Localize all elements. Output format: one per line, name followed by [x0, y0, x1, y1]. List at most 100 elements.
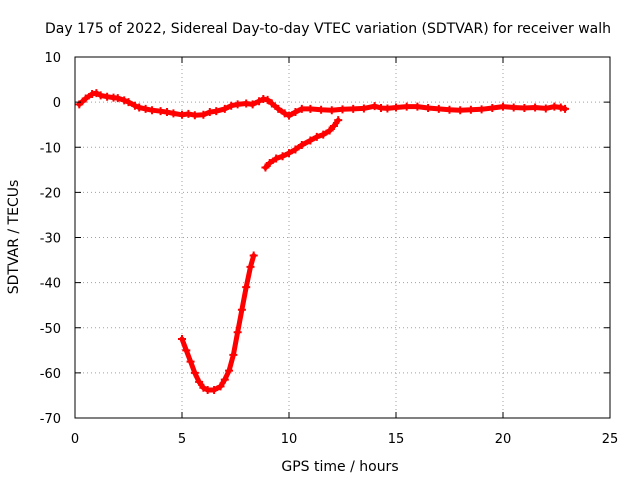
- data-point: [477, 105, 486, 114]
- x-tick-label: 15: [388, 432, 405, 447]
- data-point: [233, 328, 242, 337]
- y-tick-label: -50: [40, 322, 61, 337]
- data-point: [182, 346, 191, 355]
- data-point: [190, 111, 199, 120]
- data-point: [312, 132, 321, 141]
- series-rising-arc: [261, 116, 343, 172]
- data-point: [229, 350, 238, 359]
- chart-title: Day 175 of 2022, Sidereal Day-to-day VTE…: [45, 21, 611, 37]
- data-point: [499, 102, 507, 111]
- data-point: [96, 91, 105, 100]
- data-point: [327, 106, 336, 115]
- data-point: [456, 106, 465, 115]
- data-point: [242, 283, 251, 292]
- data-point: [248, 100, 257, 109]
- data-point: [216, 382, 225, 391]
- data-point: [349, 104, 358, 113]
- y-tick-label: -20: [40, 186, 61, 201]
- data-point: [338, 105, 347, 114]
- data-point: [246, 262, 255, 271]
- data-point: [291, 108, 300, 117]
- data-point: [370, 102, 379, 111]
- data-point: [561, 104, 570, 113]
- data-point: [255, 97, 264, 106]
- x-tick-label: 5: [178, 432, 186, 447]
- data-point: [359, 104, 368, 113]
- data-point: [261, 163, 270, 172]
- data-point: [285, 149, 293, 158]
- data-point: [227, 101, 236, 110]
- data-point: [148, 106, 157, 115]
- data-point: [413, 102, 422, 111]
- data-point: [424, 103, 433, 112]
- data-point: [541, 104, 550, 113]
- data-point: [130, 101, 139, 110]
- data-point: [124, 98, 133, 107]
- x-tick-label: 25: [602, 432, 619, 447]
- y-axis-label: SDTVAR / TECUs: [6, 180, 22, 295]
- data-point: [488, 103, 497, 112]
- x-tick-label: 0: [71, 432, 79, 447]
- data-point: [556, 103, 565, 112]
- data-point: [402, 102, 411, 111]
- data-point: [120, 96, 129, 105]
- data-point: [237, 305, 246, 314]
- data-point: [317, 105, 326, 114]
- data-point: [272, 154, 281, 163]
- data-point: [466, 105, 475, 114]
- y-tick-label: -70: [40, 412, 61, 427]
- tick-layer: 0 5 10 15 20 25 10 0 -10 -20 -30 -40 -50 -60 -70: [40, 51, 619, 447]
- data-point: [199, 110, 208, 119]
- data-point: [306, 136, 315, 145]
- data-point: [220, 104, 229, 113]
- data-point: [263, 95, 272, 104]
- series-main-track: [75, 89, 570, 120]
- data-point: [334, 116, 343, 125]
- data-point: [212, 107, 221, 116]
- data-point: [297, 140, 306, 149]
- data-point: [225, 366, 234, 375]
- data-point: [81, 94, 90, 103]
- x-tick-label: 10: [281, 432, 298, 447]
- x-axis-label: GPS time / hours: [281, 459, 398, 475]
- data-point: [265, 159, 274, 168]
- data-point: [210, 386, 219, 395]
- y-tick-label: -30: [40, 232, 61, 247]
- data-point: [163, 108, 172, 117]
- data-point: [531, 103, 540, 112]
- data-point: [434, 104, 443, 113]
- data-point: [249, 251, 258, 260]
- data-point: [184, 109, 193, 118]
- data-point: [186, 357, 195, 366]
- data-point: [178, 335, 186, 344]
- data-point: [280, 109, 289, 118]
- y-tick-label: -10: [40, 141, 61, 156]
- data-point: [297, 104, 306, 113]
- y-tick-label: 10: [44, 51, 61, 66]
- data-point: [306, 104, 315, 113]
- data-point: [141, 104, 150, 113]
- data-point: [445, 105, 454, 114]
- data-point: [220, 375, 229, 384]
- data-point: [195, 377, 204, 386]
- series-deep-dip: [178, 251, 258, 395]
- data-point: [113, 94, 122, 103]
- data-point: [291, 145, 300, 154]
- series-line: [179, 253, 257, 393]
- data-point: [92, 89, 101, 98]
- data-point: [329, 122, 338, 131]
- y-tick-label: 0: [53, 96, 61, 111]
- series-layer: [75, 89, 570, 395]
- x-tick-label: 20: [495, 432, 512, 447]
- data-point: [509, 103, 518, 112]
- data-point: [285, 111, 293, 120]
- data-point: [278, 152, 287, 161]
- data-point: [520, 103, 529, 112]
- y-tick-label: -40: [40, 277, 61, 292]
- data-point: [274, 104, 283, 113]
- data-point: [233, 100, 242, 109]
- data-point: [190, 368, 199, 377]
- y-tick-label: -60: [40, 367, 61, 382]
- data-point: [135, 103, 144, 112]
